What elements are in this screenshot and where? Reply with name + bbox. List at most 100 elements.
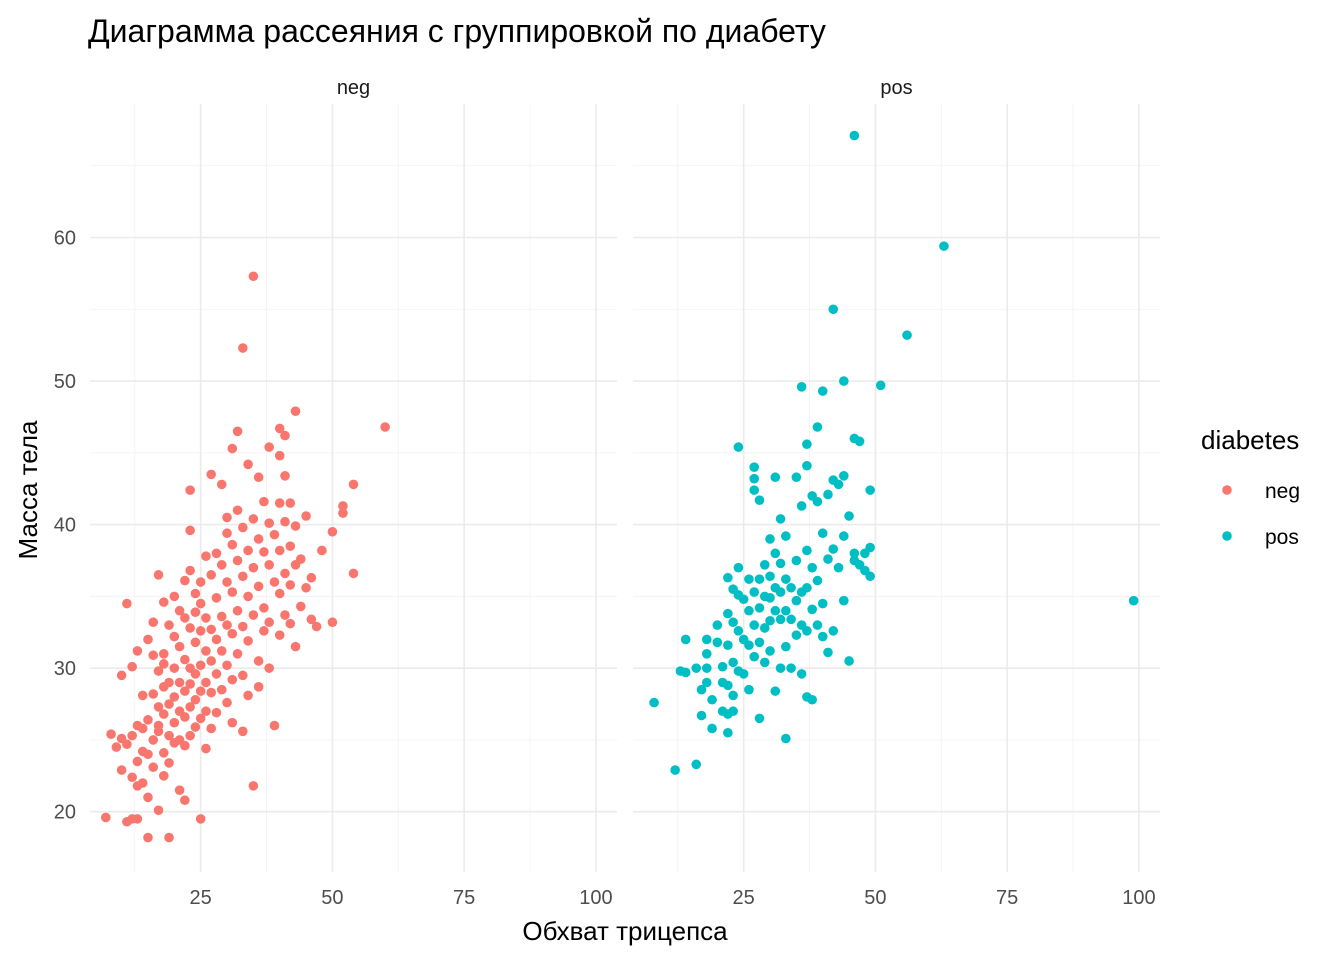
data-point-pos	[712, 620, 723, 630]
data-point-neg	[243, 591, 253, 602]
data-point-neg	[232, 605, 243, 616]
data-point-pos	[802, 582, 812, 593]
data-point-neg	[280, 568, 290, 579]
data-point-pos	[796, 381, 807, 392]
data-point-neg	[285, 498, 296, 508]
data-point-neg	[148, 735, 159, 745]
data-point-neg	[201, 706, 211, 717]
data-point-pos	[839, 470, 849, 481]
data-point-neg	[211, 669, 222, 679]
x-tick-label: 75	[996, 887, 1018, 909]
data-point-neg	[211, 634, 222, 645]
data-point-neg	[211, 548, 222, 559]
data-point-neg	[180, 740, 190, 751]
data-point-pos	[723, 680, 733, 691]
data-point-pos	[791, 472, 802, 483]
y-tick-label: 30	[54, 658, 76, 680]
data-point-pos	[839, 595, 849, 606]
data-point-neg	[153, 720, 164, 731]
data-point-pos	[791, 595, 802, 606]
facet-panel-pos: pos 25 50 75 100	[633, 77, 1160, 909]
data-point-neg	[180, 575, 190, 586]
data-point-pos	[791, 630, 802, 640]
data-point-neg	[190, 588, 201, 599]
data-point-neg	[127, 772, 137, 783]
data-point-neg	[190, 694, 201, 705]
data-point-neg	[122, 739, 132, 750]
data-point-pos	[754, 713, 765, 724]
data-point-pos	[749, 473, 760, 484]
data-point-pos	[723, 608, 733, 619]
data-point-neg	[269, 577, 280, 587]
data-point-pos	[833, 562, 844, 573]
data-point-neg	[248, 562, 259, 573]
data-point-pos	[833, 479, 844, 490]
data-point-neg	[248, 514, 259, 524]
data-point-neg	[185, 702, 195, 712]
data-point-pos	[765, 571, 775, 582]
data-point-neg	[148, 762, 159, 773]
data-point-pos	[865, 542, 875, 553]
y-tick-label: 50	[54, 371, 76, 393]
data-point-neg	[180, 795, 190, 806]
data-point-pos	[770, 472, 781, 483]
data-point-neg	[238, 571, 248, 582]
data-point-pos	[802, 545, 812, 556]
data-point-neg	[232, 649, 243, 659]
data-point-neg	[296, 601, 306, 612]
data-point-neg	[195, 660, 206, 671]
data-point-neg	[243, 459, 253, 470]
data-point-pos	[828, 304, 839, 315]
data-point-neg	[180, 712, 190, 722]
data-point-pos	[823, 489, 833, 500]
data-point-pos	[744, 605, 754, 616]
data-point-pos	[786, 582, 796, 593]
data-point-pos	[865, 485, 875, 495]
data-point-neg	[158, 659, 169, 669]
data-point-pos	[754, 603, 765, 613]
grid-pos	[633, 104, 1160, 872]
data-point-pos	[865, 571, 875, 582]
x-tick-label: 100	[579, 887, 612, 909]
data-point-pos	[875, 380, 886, 391]
data-point-neg	[238, 726, 248, 737]
data-point-pos	[765, 534, 775, 544]
data-point-neg	[143, 832, 153, 843]
data-point-neg	[253, 656, 264, 666]
data-point-neg	[285, 580, 296, 590]
data-point-neg	[206, 570, 217, 580]
data-point-neg	[285, 541, 296, 551]
data-point-neg	[227, 443, 238, 454]
data-point-neg	[190, 669, 201, 679]
data-point-neg	[111, 742, 122, 752]
data-point-neg	[148, 617, 159, 628]
data-point-neg	[169, 591, 180, 602]
data-point-neg	[201, 613, 211, 623]
data-point-neg	[195, 713, 206, 724]
data-point-pos	[828, 544, 839, 554]
data-point-neg	[348, 479, 359, 490]
data-point-neg	[269, 720, 280, 731]
data-point-neg	[253, 682, 264, 692]
data-point-pos	[749, 462, 760, 472]
data-point-pos	[759, 657, 770, 668]
data-point-pos	[738, 594, 749, 605]
data-point-pos	[781, 733, 791, 744]
data-point-pos	[744, 640, 754, 650]
data-point-neg	[317, 545, 327, 556]
data-point-neg	[216, 646, 227, 656]
data-point-neg	[264, 663, 274, 673]
data-point-neg	[206, 687, 217, 698]
data-point-neg	[280, 610, 290, 620]
data-point-pos	[759, 623, 770, 633]
legend-title: diabetes	[1201, 425, 1299, 455]
data-point-neg	[169, 717, 180, 728]
data-point-pos	[828, 626, 839, 636]
data-point-neg	[285, 618, 296, 629]
data-point-pos	[670, 765, 680, 775]
data-point-pos	[696, 684, 707, 695]
data-point-neg	[116, 765, 127, 775]
data-point-neg	[174, 641, 185, 652]
data-point-neg	[274, 588, 285, 599]
